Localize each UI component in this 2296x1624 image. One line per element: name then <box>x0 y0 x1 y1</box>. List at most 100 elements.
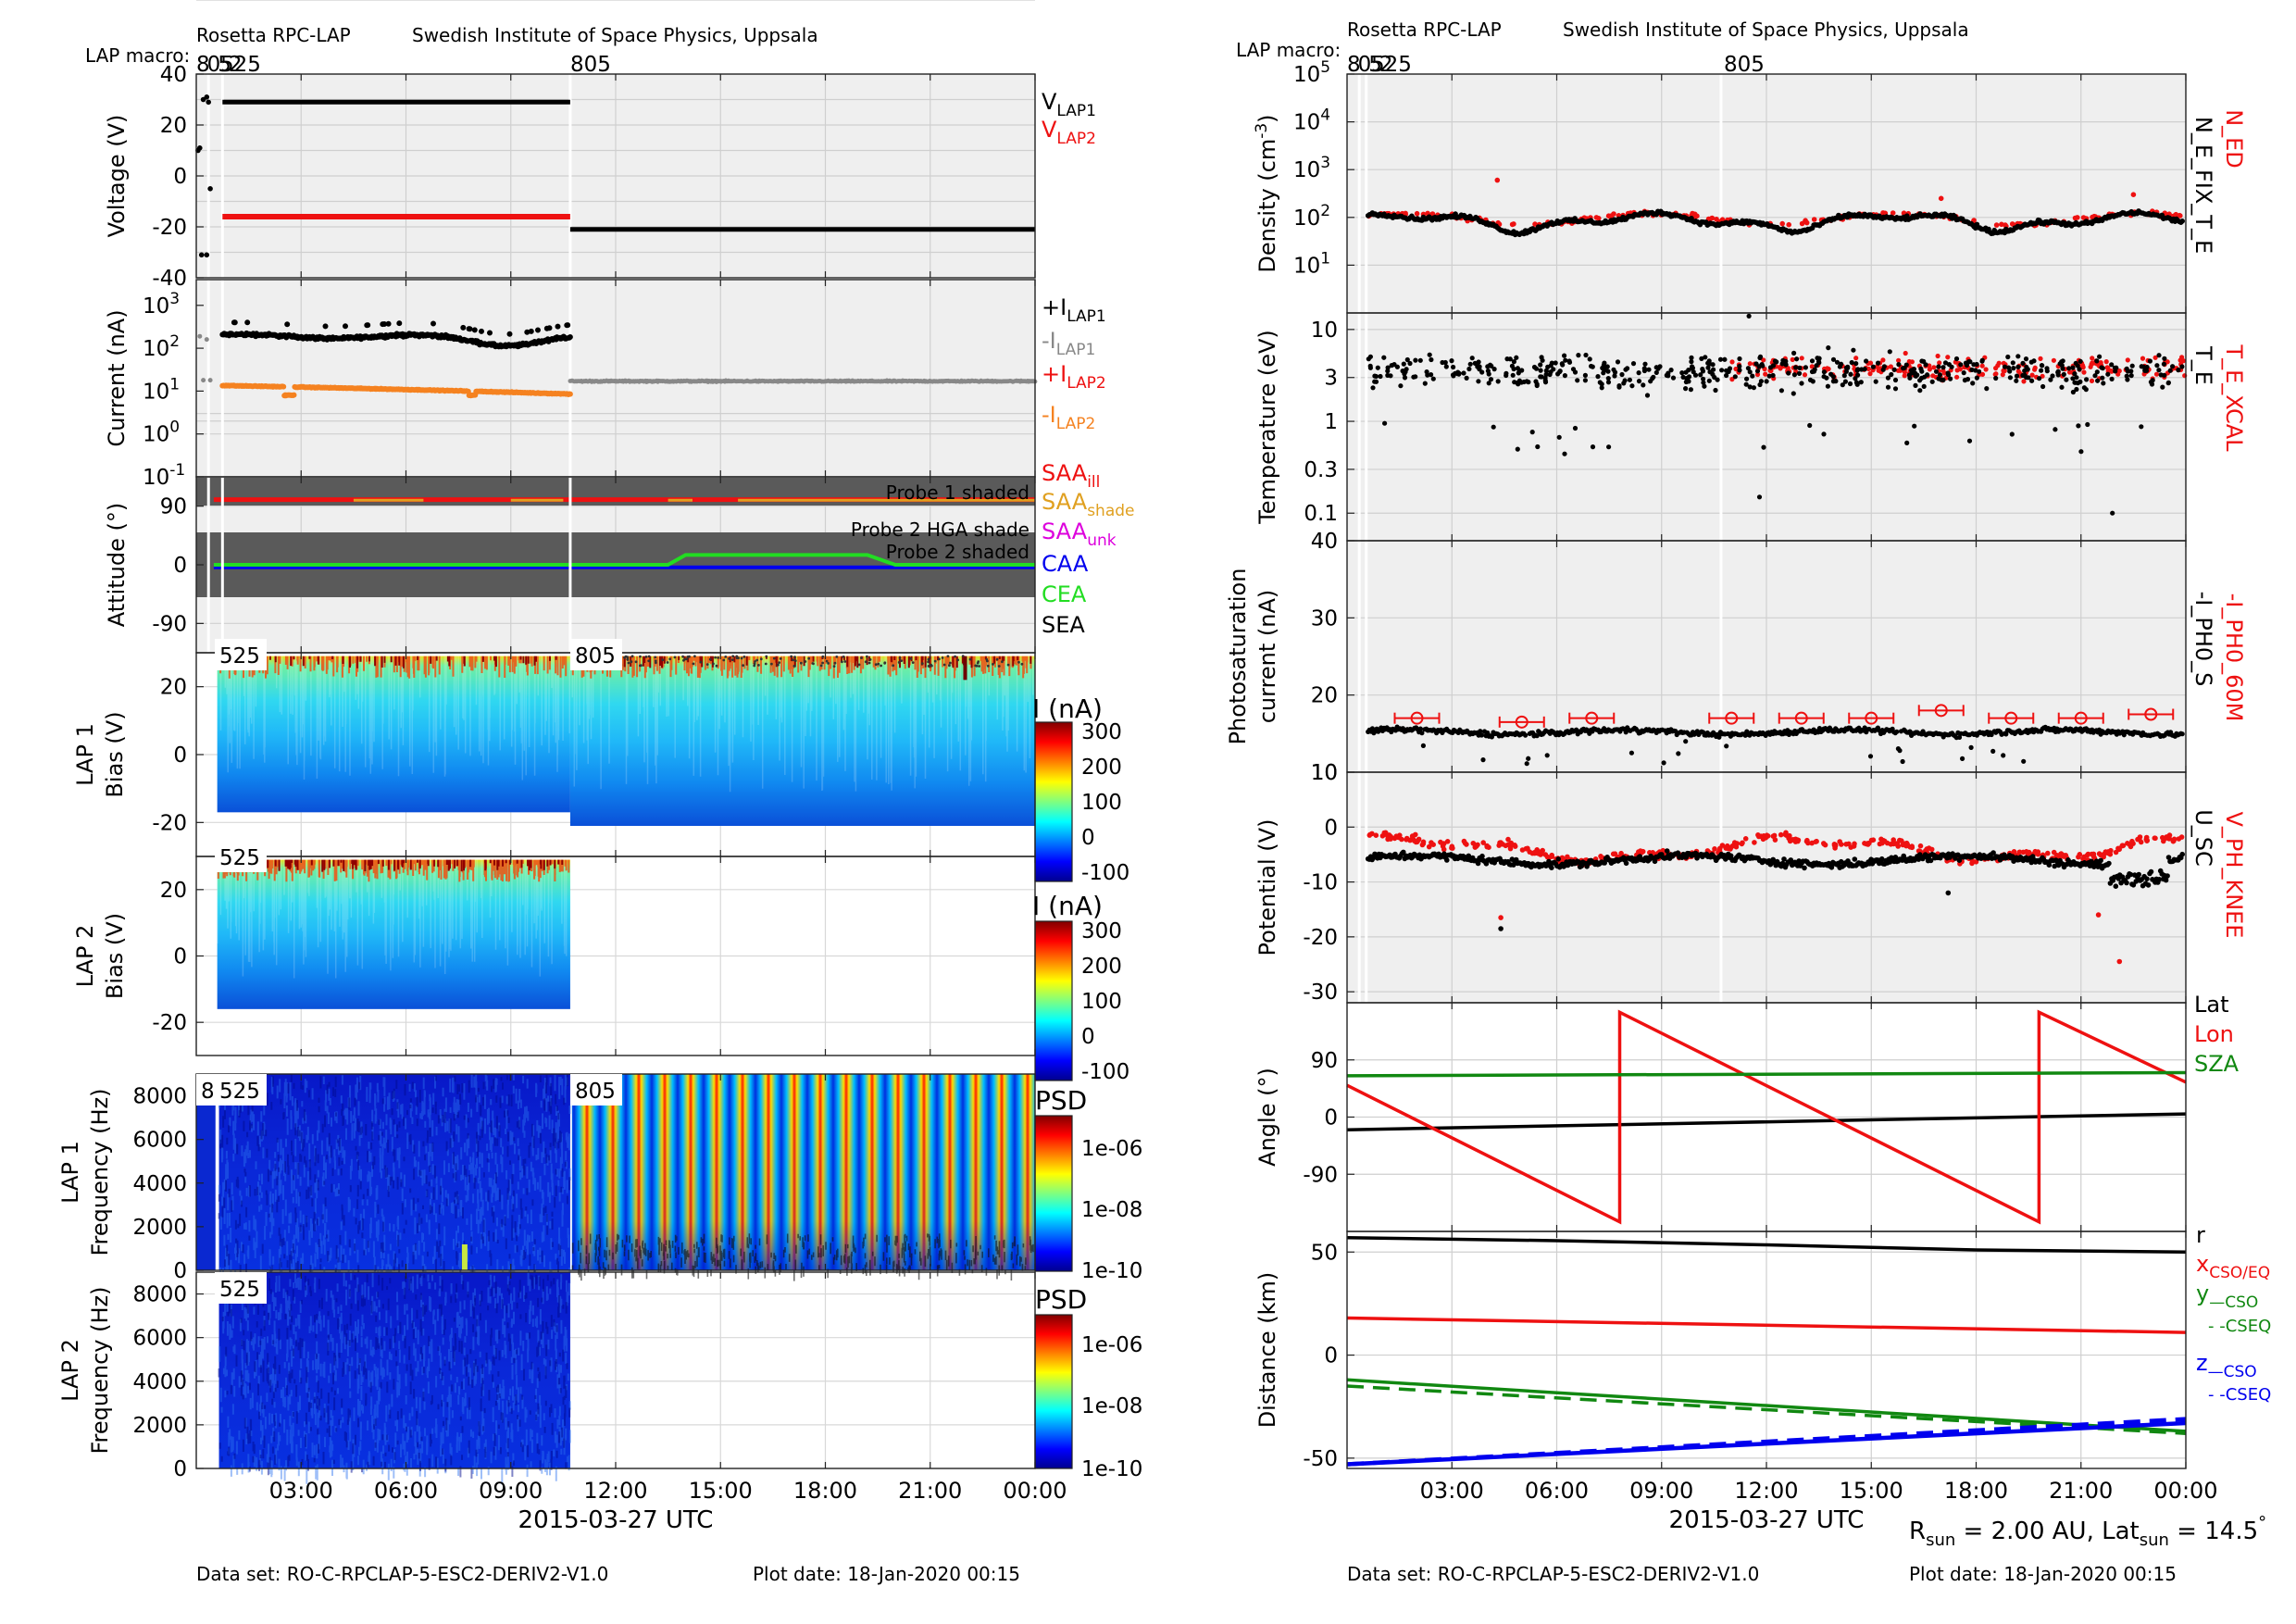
lap2-freq-seg1 <box>218 1272 570 1468</box>
lap2-bias-seg-0 <box>217 859 570 1009</box>
cbar-psd1-tick-0: 1e-06 <box>1081 1137 1142 1161</box>
left-xtick-label-3: 12:00 <box>583 1478 647 1504</box>
right-macro-early: 8052 <box>1347 53 1393 77</box>
pot-ylabel-0: 10 <box>1311 761 1338 785</box>
tag-b2-525-box <box>215 841 267 872</box>
pot-ylabel: Potential (V) <box>1254 819 1280 956</box>
legend-ilap2p: +ILAP2 <box>1042 361 1106 393</box>
ang-series-Lat <box>1346 1112 2187 1131</box>
phot-ylabel1: Photosaturation <box>1225 568 1251 745</box>
cea-line <box>213 553 1035 567</box>
right-dataset: Data set: RO-C-RPCLAP-5-ESC2-DERIV2-V1.0 <box>1347 1563 1760 1585</box>
cbar-psd1-tick-1: 1e-08 <box>1081 1198 1142 1222</box>
f1-ylabel-0: 8000 <box>132 1085 187 1109</box>
legend-caa: CAA <box>1042 551 1089 577</box>
left-xtick-label-4: 15:00 <box>689 1478 753 1504</box>
volt-ylabel: Voltage (V) <box>104 115 130 238</box>
pot-ylabel-1: 0 <box>1324 816 1338 840</box>
ang-ylabel: Angle (°) <box>1254 1068 1280 1167</box>
phot-60m-mark-6 <box>1934 704 1948 718</box>
curr-ylabel: Current (nA) <box>104 309 130 446</box>
pot-ylabel-4: -30 <box>1303 981 1338 1005</box>
tag-f1-805: 805 <box>575 1080 616 1104</box>
ang-series-Lon <box>1346 1009 2187 1225</box>
tag-f1-525-box <box>215 1074 267 1106</box>
dist-series-yCSO <box>1346 1378 2187 1433</box>
pot-legend-black: U_SC <box>2190 809 2216 867</box>
cbar-i1-tick-1: 200 <box>1081 756 1122 780</box>
f1-ylabel2: Frequency (Hz) <box>87 1089 113 1256</box>
left-macro-label: LAP macro: <box>85 44 191 67</box>
cbar-psd2-tick-2: 1e-10 <box>1081 1457 1142 1481</box>
ilap1p-dots <box>219 319 573 350</box>
left-macro-mid2: 805 <box>570 53 611 77</box>
probe2-hga-band <box>196 532 1035 565</box>
f2-ylabel1: LAP 2 <box>57 1339 83 1402</box>
temp-ylabel-4: 0.1 <box>1304 502 1338 526</box>
att-ylabel-1: 0 <box>173 554 187 578</box>
dens-ylabel-1: 104 <box>1293 106 1330 135</box>
tag-b1-525-box <box>215 639 267 670</box>
pot-usc-dots <box>1365 848 2185 931</box>
dist-legend-zeq: - -CSEQ <box>2208 1385 2271 1405</box>
cbar-psd2-tick-0: 1e-06 <box>1081 1333 1142 1357</box>
volt-ylabel-0: 40 <box>160 63 187 87</box>
cbar-psd1-title: PSD <box>1035 1085 1087 1116</box>
left-macro-mid1: 525 <box>220 53 261 77</box>
phot-60m-mark-3 <box>1725 711 1739 725</box>
lap2-bias-seg-texture-0 <box>216 859 568 979</box>
probe2-shade-band <box>196 565 1035 597</box>
left-xtick-label-2: 09:00 <box>479 1478 543 1504</box>
b2-ylabel1: LAP 2 <box>72 925 98 988</box>
cbar-i2-tick-4: -100 <box>1081 1060 1129 1084</box>
left-instrument: Rosetta RPC-LAP <box>196 24 351 46</box>
cbar-i2-tick-1: 200 <box>1081 955 1122 979</box>
lap1-freq-seg2-fade <box>571 1074 1035 1270</box>
phot-60m-mark-1 <box>1515 715 1529 729</box>
tag-f1-805-box <box>570 1074 622 1106</box>
right-xtick-label-5: 18:00 <box>1944 1478 2008 1504</box>
right-xtick-label-0: 03:00 <box>1420 1478 1484 1504</box>
phot-ylabel-3: 10 <box>1311 761 1338 785</box>
temp-legend-red: T_E_XCAL <box>2221 344 2247 452</box>
left-xtick-label-1: 06:00 <box>374 1478 438 1504</box>
lap1-bias-seg-1 <box>569 656 1035 826</box>
right-macro-label: LAP macro: <box>1236 39 1341 61</box>
ang-ylabel-2: -90 <box>1303 1163 1338 1187</box>
volt-ylabel-2: 0 <box>173 165 187 189</box>
phot-60m-mark-7 <box>2004 711 2018 725</box>
right-macro-mid2: 805 <box>1724 53 1765 77</box>
phot-ylabel-0: 40 <box>1311 530 1338 554</box>
dens-ylabel-2: 103 <box>1293 154 1330 182</box>
cbar-i1-title: I (nA) <box>1032 693 1103 724</box>
b1-ylabel1: LAP 1 <box>72 723 98 786</box>
dens-legend-red: N_ED <box>2221 109 2247 169</box>
curr-ylabel-4: 10-1 <box>143 461 185 490</box>
left-xtick-label-5: 18:00 <box>793 1478 857 1504</box>
phot-s-dots <box>1366 724 2185 767</box>
b2-ylabel2: Bias (V) <box>102 913 128 999</box>
legend-cea: CEA <box>1042 581 1087 607</box>
curr-ylabel-1: 102 <box>143 332 180 361</box>
cbar-i2-bar <box>1034 920 1073 1081</box>
ang-ylabel-0: 90 <box>1311 1049 1338 1073</box>
dist-legend-z: z—CSO <box>2196 1350 2257 1381</box>
lap1-bias-specks <box>579 655 1024 668</box>
right-xtick-label-1: 06:00 <box>1525 1478 1589 1504</box>
f1-ylabel-4: 0 <box>173 1259 187 1283</box>
band-probe2hga-label: Probe 2 HGA shade <box>851 518 1029 541</box>
f1-ylabel-1: 6000 <box>132 1129 187 1153</box>
phot-legend-black: -I_PH0_S <box>2190 592 2216 687</box>
f2-ylabel-4: 0 <box>173 1457 187 1481</box>
temp-legend-black: T_E <box>2190 345 2216 385</box>
legend-vlap1: VLAP1 <box>1042 89 1096 120</box>
rsun-info: Rsun = 2.00 AU, Latsun = 14.5° <box>1909 1513 2266 1550</box>
curr-ylabel-2: 101 <box>143 375 180 404</box>
lap1-bias-seg-0 <box>217 656 570 813</box>
right-xaxis-title: 2015-03-27 UTC <box>1669 1506 1865 1534</box>
left-institute: Swedish Institute of Space Physics, Upps… <box>412 24 818 46</box>
tag-b1-525: 525 <box>219 644 260 668</box>
cbar-psd2-bar <box>1034 1314 1073 1469</box>
dens-ylabel-3: 102 <box>1293 202 1330 231</box>
lap2-freq-seg1-dark <box>218 1273 571 1479</box>
